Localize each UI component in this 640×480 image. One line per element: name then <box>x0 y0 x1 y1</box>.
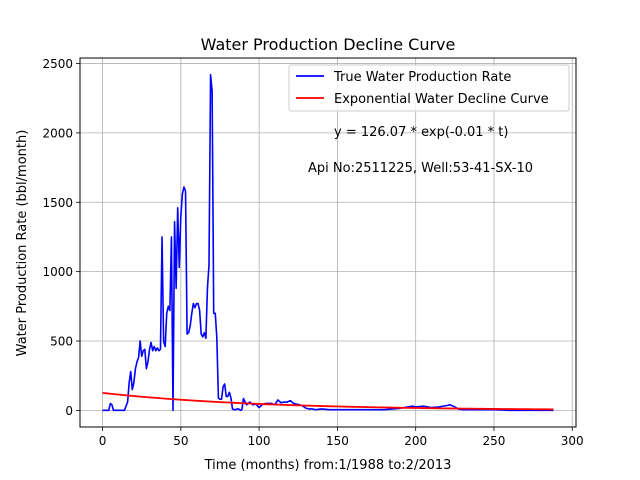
y-tick-label: 2500 <box>42 57 73 71</box>
y-tick-label: 2000 <box>42 126 73 140</box>
x-tick-label: 300 <box>561 434 584 448</box>
x-axis-label: Time (months) from:1/1988 to:2/2013 <box>204 458 452 473</box>
legend: True Water Production Rate Exponential W… <box>288 64 570 112</box>
plot-area <box>80 58 576 427</box>
y-tick-label: 0 <box>65 404 73 418</box>
legend-label-exp-decline: Exponential Water Decline Curve <box>334 92 549 107</box>
plot-frame <box>79 57 577 428</box>
x-tick-label: 50 <box>173 434 188 448</box>
y-tick-label: 1000 <box>42 265 73 279</box>
y-tick-label: 500 <box>50 334 73 348</box>
exponential-decline-line <box>102 391 554 411</box>
legend-box <box>288 64 570 112</box>
legend-label-true-rate: True Water Production Rate <box>333 70 511 85</box>
x-tick-label: 100 <box>248 434 271 448</box>
data-series <box>102 73 554 412</box>
well-annotation: Api No:2511225, Well:53-41-SX-10 <box>308 161 533 176</box>
x-tick-label: 200 <box>404 434 427 448</box>
y-axis-label: Water Production Rate (bbl/month) <box>15 130 30 357</box>
x-tick-label: 250 <box>483 434 506 448</box>
x-tick-label: 0 <box>99 434 107 448</box>
grid-lines <box>80 58 576 427</box>
y-axis-ticks: 0 500 1000 1500 2000 2500 <box>42 57 80 418</box>
true-water-production-line <box>102 73 554 412</box>
x-axis-ticks: 0 50 100 150 200 250 300 <box>99 427 584 448</box>
equation-annotation: y = 126.07 * exp(-0.01 * t) <box>334 125 508 140</box>
chart-title: Water Production Decline Curve <box>201 35 456 54</box>
x-tick-label: 150 <box>326 434 349 448</box>
y-tick-label: 1500 <box>42 196 73 210</box>
